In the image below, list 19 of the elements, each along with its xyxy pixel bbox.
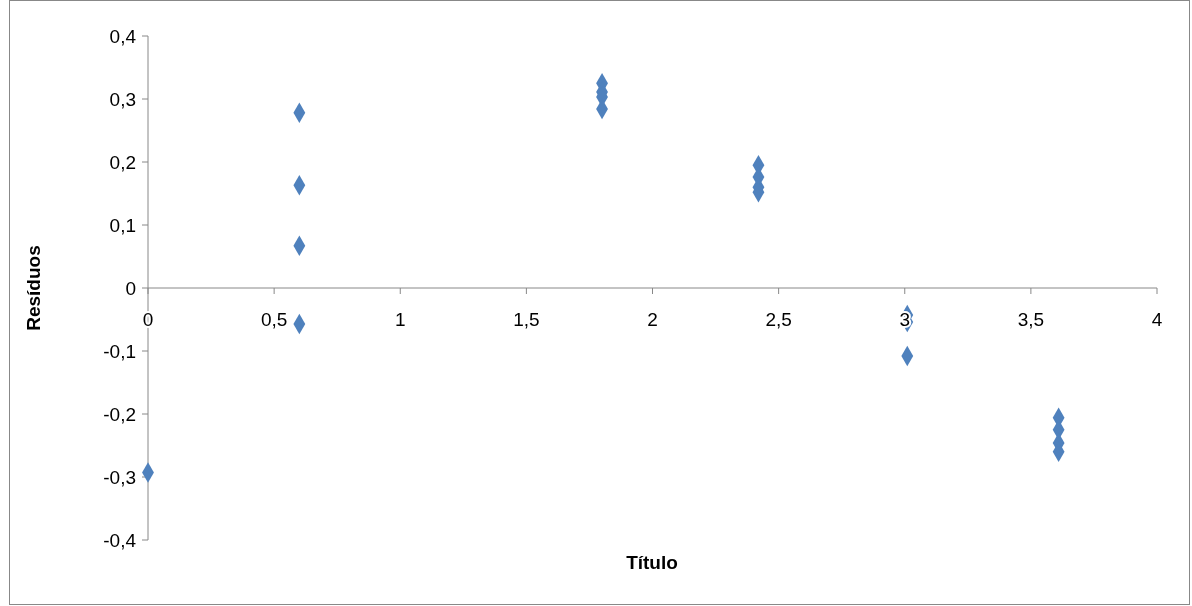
x-tick-label: 1,5: [513, 309, 540, 330]
x-tick-label: 4: [1151, 309, 1163, 330]
x-axis-title: Título: [626, 552, 678, 573]
y-tick-label: -0,3: [103, 466, 136, 488]
x-tick-label: 0,5: [260, 309, 288, 330]
y-tick-label: -0,2: [103, 403, 136, 425]
y-axis-title: Resíduos: [23, 245, 44, 331]
x-tick-label: 2,5: [765, 309, 792, 330]
x-tick-label: 3,5: [1017, 309, 1045, 330]
x-tick-label: 1: [394, 309, 406, 330]
y-tick-label: -0,4: [103, 529, 137, 551]
y-tick-label: 0,2: [109, 151, 136, 173]
y-tick-label: 0,3: [109, 88, 136, 110]
y-tick-label: 0,1: [109, 214, 136, 236]
x-tick-label: 2: [647, 309, 658, 330]
y-tick-label: 0,4: [109, 25, 137, 47]
x-tick-label: 0: [142, 309, 154, 330]
y-tick-label: 0: [125, 277, 136, 299]
y-tick-label: -0,1: [103, 340, 136, 362]
